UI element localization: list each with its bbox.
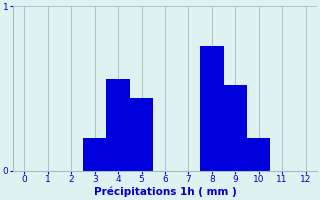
Bar <box>130 98 153 171</box>
Bar <box>224 85 247 171</box>
X-axis label: Précipitations 1h ( mm ): Précipitations 1h ( mm ) <box>93 187 236 197</box>
Bar <box>247 138 270 171</box>
Bar <box>200 46 224 171</box>
Bar <box>83 138 106 171</box>
Bar <box>106 79 130 171</box>
